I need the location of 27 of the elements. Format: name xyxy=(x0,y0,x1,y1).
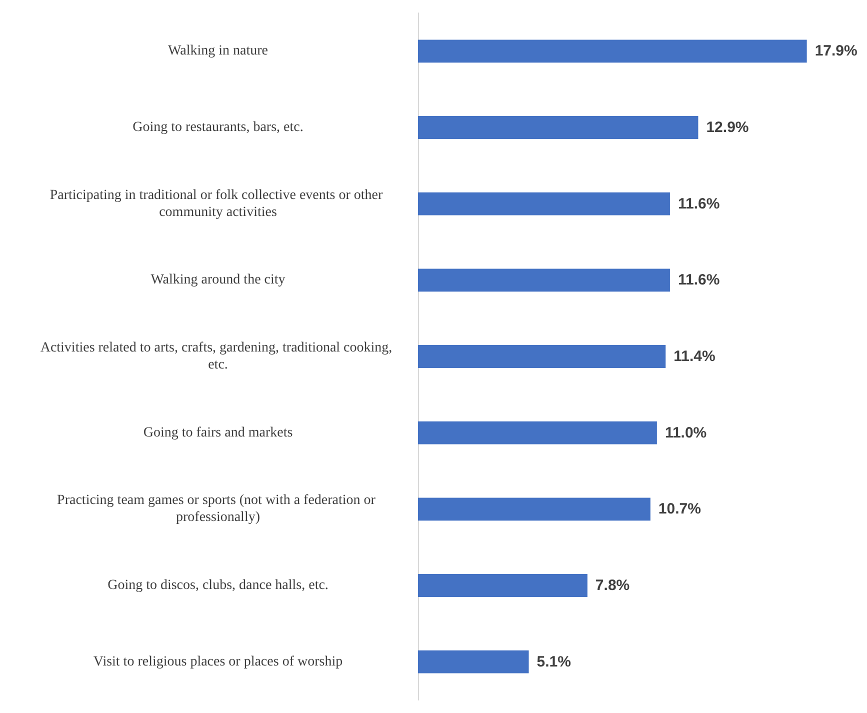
bar xyxy=(418,192,670,216)
y-tick-label: Participating in traditional or folk collective events or other community activities xyxy=(50,188,386,220)
y-tick-label: Going to restaurants, bars, etc. xyxy=(132,120,304,135)
y-tick-label: Activities related to arts, crafts, gardening, traditional cooking, etc. xyxy=(40,340,396,372)
data-label: 7.8% xyxy=(595,577,630,594)
data-label: 11.4% xyxy=(674,348,716,365)
data-label: 11.6% xyxy=(678,272,720,289)
y-tick-label: Visit to religious places or places of worship xyxy=(93,654,343,670)
bar xyxy=(418,345,666,368)
data-label: 17.9% xyxy=(814,42,858,60)
y-tick-label: Going to discos, clubs, dance halls, etc. xyxy=(108,578,328,593)
data-label: 5.1% xyxy=(536,653,571,670)
data-label: 11.6% xyxy=(678,195,720,212)
bar xyxy=(418,116,698,139)
y-tick-label: Walking around the city xyxy=(150,272,286,288)
data-label: 10.7% xyxy=(658,500,701,518)
bar xyxy=(418,421,657,444)
data-label: 12.9% xyxy=(706,119,749,136)
y-tick-label: Practicing team games or sports (not with a federation or professionally) xyxy=(57,493,379,526)
y-tick-label: Going to fairs and markets xyxy=(143,425,293,440)
bar xyxy=(418,574,588,597)
bar xyxy=(418,498,650,521)
data-label: 11.0% xyxy=(664,424,707,442)
y-tick-label: Walking in nature xyxy=(168,44,268,59)
bar xyxy=(418,268,670,292)
bar xyxy=(418,650,529,674)
bar xyxy=(418,40,807,63)
